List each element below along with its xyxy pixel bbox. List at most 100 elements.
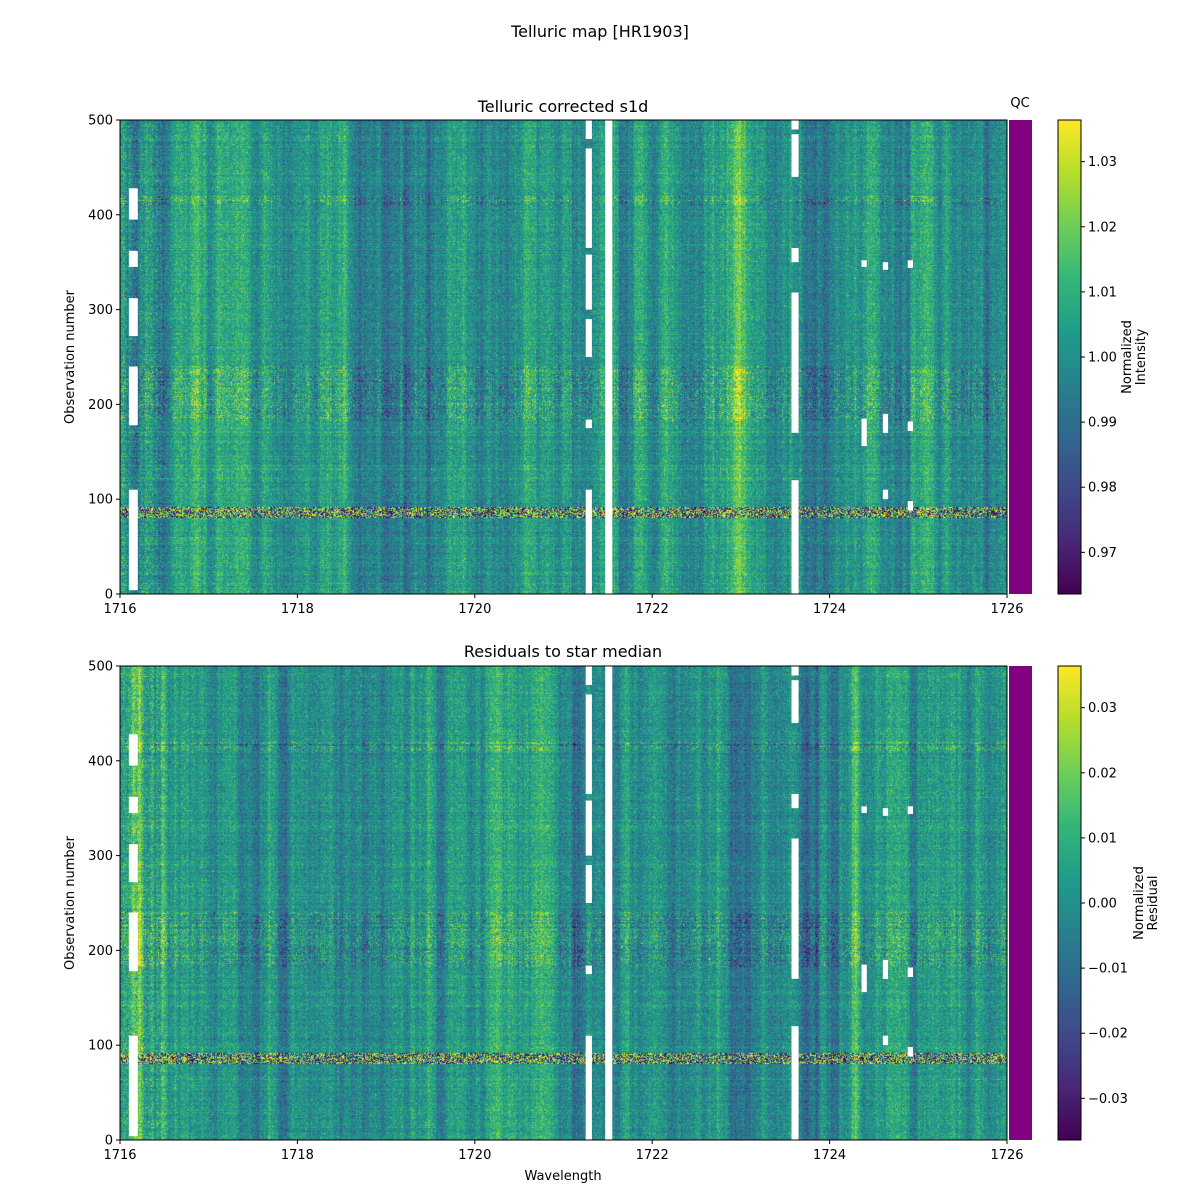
- x-tick-label: 1726: [990, 1148, 1023, 1163]
- masked-column-segment: [585, 694, 592, 794]
- y-tick-label: 400: [88, 754, 113, 769]
- x-tick-label: 1716: [103, 602, 136, 617]
- masked-column-segment: [585, 319, 592, 357]
- masked-column-segment: [585, 965, 592, 975]
- colorbar-gradient: [1058, 120, 1081, 594]
- masked-column-segment: [791, 480, 799, 594]
- panel-telluric-corrected: Telluric corrected s1d 1716 1718 1720 1722 1…: [63, 96, 1149, 617]
- x-axis: 1716 1718 1720 1722 1724 1726: [103, 1140, 1024, 1163]
- masked-column-segment: [882, 808, 889, 816]
- y-axis: 0 100 200 300 400 500: [88, 660, 120, 1149]
- masked-column-segment: [791, 134, 799, 177]
- figure-suptitle: Telluric map [HR1903]: [510, 22, 689, 41]
- masked-column-segment: [128, 298, 138, 337]
- x-tick-label: 1716: [103, 1148, 136, 1163]
- qc-bar: [1009, 666, 1032, 1140]
- colorbar-tick-label: 0.01: [1088, 831, 1117, 846]
- colorbar-tick-label: 1.03: [1088, 155, 1117, 170]
- x-tick-label: 1718: [281, 1148, 314, 1163]
- masked-column-segment: [128, 1035, 138, 1137]
- masked-column-segment: [882, 262, 889, 270]
- colorbar-tick-label: 0.98: [1088, 481, 1117, 496]
- qc-label: QC: [1010, 96, 1029, 111]
- masked-columns: [128, 666, 913, 1140]
- masked-column-segment: [585, 865, 592, 903]
- qc-bar: [1009, 120, 1032, 594]
- colorbar-tick-label: 0.02: [1088, 766, 1117, 781]
- masked-column-segment: [791, 680, 799, 723]
- colorbar-gradient: [1058, 666, 1081, 1140]
- y-axis-label: Observation number: [63, 289, 78, 424]
- masked-column-segment: [128, 796, 138, 813]
- x-tick-label: 1718: [281, 602, 314, 617]
- masked-column-segment: [907, 1047, 913, 1057]
- colorbar-label: NormalizedIntensity: [1120, 320, 1149, 394]
- colorbar-ticks: −0.03 −0.02 −0.01 0.00 0.01 0.02 0.03: [1081, 701, 1128, 1107]
- colorbar-tick-label: 0.00: [1088, 897, 1117, 912]
- y-tick-label: 200: [88, 944, 113, 959]
- x-tick-label: 1726: [990, 602, 1023, 617]
- masked-column-segment: [605, 120, 613, 594]
- x-tick-label: 1724: [813, 1148, 846, 1163]
- x-tick-label: 1720: [458, 1148, 491, 1163]
- masked-column-segment: [791, 1026, 799, 1140]
- masked-column-segment: [882, 959, 889, 979]
- masked-column-segment: [907, 806, 913, 814]
- masked-column-segment: [128, 489, 138, 591]
- x-tick-label: 1720: [458, 602, 491, 617]
- masked-column-segment: [128, 250, 138, 267]
- qc-strip: [1009, 666, 1032, 1140]
- plot-frame: [119, 665, 1008, 1141]
- plot-frame: [119, 119, 1008, 595]
- y-tick-label: 200: [88, 398, 113, 413]
- colorbar-tick-label: −0.01: [1088, 962, 1128, 977]
- masked-column-segment: [128, 188, 138, 220]
- colorbar-label: NormalizedResidual: [1132, 866, 1161, 940]
- masked-column-segment: [861, 964, 867, 993]
- x-axis: 1716 1718 1720 1722 1724 1726: [103, 594, 1024, 617]
- colorbar-ticks: 0.97 0.98 0.99 1.00 1.01 1.02 1.03: [1081, 155, 1117, 561]
- masked-column-segment: [791, 120, 799, 130]
- masked-column-segment: [907, 501, 913, 511]
- x-tick-label: 1722: [636, 602, 669, 617]
- panel-title: Telluric corrected s1d: [477, 97, 649, 116]
- heatmap-image: [120, 120, 1007, 594]
- masked-column-segment: [907, 421, 913, 431]
- masked-column-segment: [907, 260, 913, 268]
- colorbar: 0.97 0.98 0.99 1.00 1.01 1.02 1.03 NormalizedI…: [1057, 119, 1149, 595]
- y-tick-label: 300: [88, 849, 113, 864]
- masked-column-segment: [791, 292, 799, 433]
- masked-column-segment: [882, 413, 889, 433]
- colorbar-tick-label: 1.01: [1088, 285, 1117, 300]
- heatmap-image: [120, 666, 1007, 1140]
- masked-column-segment: [128, 734, 138, 766]
- masked-column-segment: [882, 489, 889, 500]
- y-axis-label: Observation number: [63, 835, 78, 970]
- colorbar-tick-label: −0.02: [1088, 1027, 1128, 1042]
- y-tick-label: 0: [105, 588, 113, 603]
- masked-column-segment: [861, 260, 867, 267]
- colorbar-tick-label: −0.03: [1088, 1092, 1128, 1107]
- masked-column-segment: [605, 666, 613, 1140]
- colorbar-tick-label: 1.00: [1088, 351, 1117, 366]
- masked-column-segment: [585, 666, 592, 685]
- masked-columns: [128, 120, 913, 594]
- x-tick-label: 1722: [636, 1148, 669, 1163]
- masked-column-segment: [585, 800, 592, 856]
- panel-residuals: Residuals to star median 1716 1718 1720 172…: [63, 642, 1161, 1184]
- masked-column-segment: [882, 1035, 889, 1046]
- masked-column-segment: [907, 967, 913, 977]
- colorbar: −0.03 −0.02 −0.01 0.00 0.01 0.02 0.03 Normaliz…: [1057, 665, 1161, 1141]
- masked-column-segment: [861, 418, 867, 447]
- y-tick-label: 500: [88, 660, 113, 675]
- y-tick-label: 500: [88, 114, 113, 129]
- panel-title: Residuals to star median: [464, 642, 662, 661]
- masked-column-segment: [128, 912, 138, 972]
- y-axis: 0 100 200 300 400 500: [88, 114, 120, 603]
- masked-column-segment: [791, 794, 799, 809]
- x-tick-label: 1724: [813, 602, 846, 617]
- y-tick-label: 100: [88, 493, 113, 508]
- colorbar-tick-label: 0.99: [1088, 416, 1117, 431]
- y-tick-label: 0: [105, 1134, 113, 1149]
